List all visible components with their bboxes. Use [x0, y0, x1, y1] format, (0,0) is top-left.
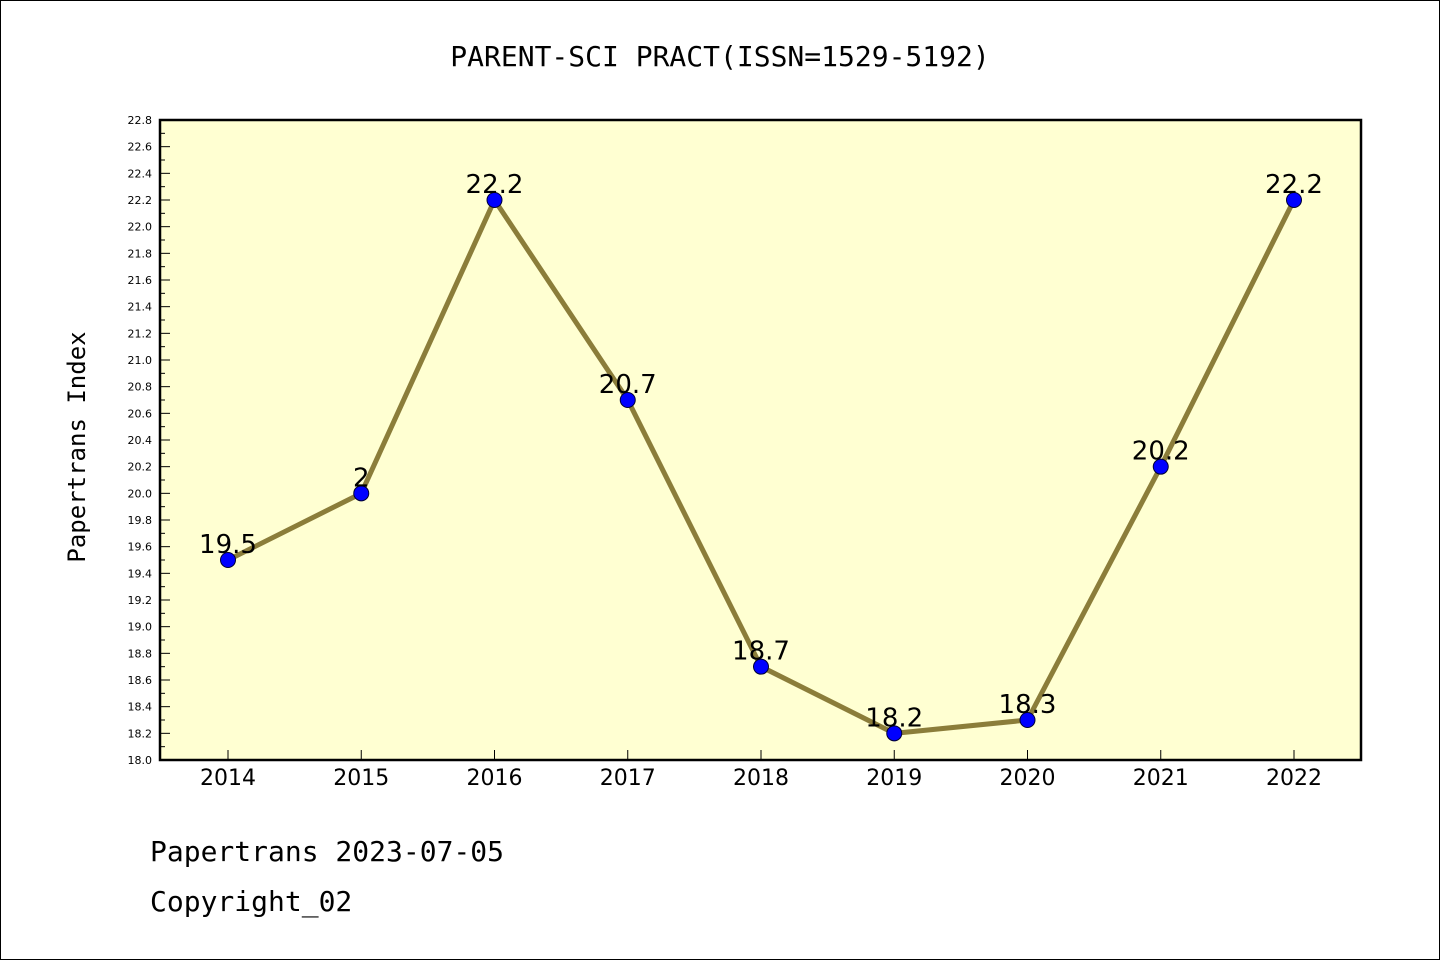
y-tick-label: 20.0 — [128, 487, 153, 500]
x-axis: 2014 2015 2016 2017 2018 2019 2020 2021 2022 — [200, 750, 1322, 791]
y-tick-label: 22.4 — [128, 167, 153, 180]
data-point — [220, 552, 236, 568]
data-label: 22.2 — [466, 170, 524, 200]
x-tick-label: 2015 — [333, 766, 389, 791]
data-label: 2 — [353, 463, 370, 493]
chart-title: PARENT-SCI PRACT(ISSN=1529-5192) — [450, 40, 989, 73]
y-tick-label: 22.8 — [128, 114, 153, 127]
y-tick-label: 18.6 — [128, 674, 153, 687]
y-axis: 18.0 18.2 18.4 18.6 18.8 19.0 19.2 19.4 19.6 19.8… — [128, 114, 170, 767]
y-tick-label: 20.2 — [128, 461, 153, 474]
y-axis-label: Papertrans Index — [63, 331, 91, 562]
y-tick-label: 18.8 — [128, 647, 153, 660]
x-tick-label: 2017 — [600, 766, 656, 791]
data-label: 18.7 — [732, 637, 790, 667]
data-label: 19.5 — [199, 530, 257, 560]
data-label: 20.7 — [599, 370, 657, 400]
y-tick-label: 21.0 — [128, 354, 153, 367]
plot-area — [158, 118, 1363, 762]
data-point — [1019, 712, 1036, 728]
x-tick-label: 2019 — [866, 766, 922, 791]
data-label: 18.3 — [999, 690, 1057, 720]
x-tick-label: 2021 — [1133, 766, 1189, 791]
footer-date: Papertrans 2023-07-05 — [150, 835, 505, 868]
data-point — [886, 725, 903, 742]
y-tick-label: 18.2 — [128, 727, 153, 740]
data-point — [753, 658, 769, 675]
y-tick-label: 22.2 — [128, 194, 153, 207]
y-tick-label: 19.2 — [128, 594, 153, 607]
data-point — [486, 192, 503, 208]
data-labels: 19.5 2 22.2 20.7 18.7 18.2 18.3 20.2 22.2 — [199, 170, 1323, 733]
y-tick-label: 21.8 — [128, 247, 153, 260]
footer-copyright: Copyright_02 — [150, 885, 353, 918]
data-label: 22.2 — [1265, 170, 1323, 200]
y-tick-label: 21.6 — [128, 274, 153, 287]
data-point — [353, 485, 370, 502]
data-label: 20.2 — [1132, 437, 1190, 467]
data-point — [1286, 192, 1302, 208]
x-tick-label: 2022 — [1266, 766, 1322, 791]
data-point — [1152, 458, 1169, 475]
y-tick-label: 20.4 — [128, 434, 153, 447]
x-tick-label: 2016 — [467, 766, 523, 791]
data-point — [619, 392, 636, 408]
x-tick-label: 2018 — [733, 766, 789, 791]
x-tick-label: 2014 — [200, 766, 256, 791]
data-label: 18.2 — [865, 703, 923, 733]
y-tick-label: 19.6 — [128, 541, 153, 554]
y-tick-label: 21.4 — [128, 301, 153, 314]
y-tick-label: 20.8 — [128, 381, 153, 394]
y-tick-label: 22.0 — [128, 221, 153, 234]
y-tick-label: 22.6 — [128, 141, 153, 154]
y-tick-label: 18.4 — [128, 701, 153, 714]
y-tick-label: 20.6 — [128, 407, 153, 420]
y-tick-label: 19.8 — [128, 514, 153, 527]
y-tick-label: 19.0 — [128, 621, 153, 634]
x-tick-label: 2020 — [1000, 766, 1056, 791]
y-tick-label: 21.2 — [128, 327, 153, 340]
data-points — [220, 192, 1302, 742]
y-tick-label: 18.0 — [128, 754, 153, 767]
y-tick-label: 19.4 — [128, 567, 153, 580]
